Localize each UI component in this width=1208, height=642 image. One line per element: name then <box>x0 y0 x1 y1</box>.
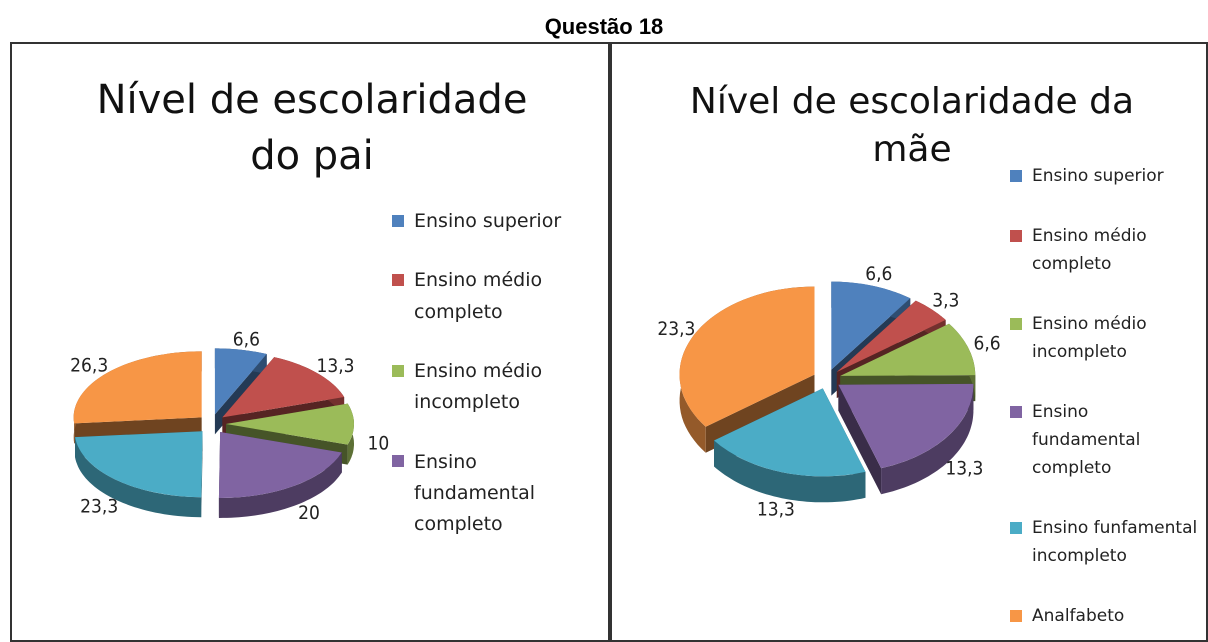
legend: Ensino superior Ensino médio completo Ensi… <box>392 206 592 569</box>
slice <box>214 348 267 415</box>
legend-entry: Ensino funfamental incompleto <box>1010 514 1200 570</box>
data-label: 6,6 <box>865 263 892 285</box>
data-label: 13,3 <box>316 355 354 377</box>
legend-swatch <box>392 273 404 286</box>
legend-label: Ensino fundamental completo <box>1032 402 1141 479</box>
legend-entry: Ensino médio completo <box>392 265 592 328</box>
data-label: 3,3 <box>932 289 959 311</box>
slice <box>679 286 815 427</box>
legend-label: Ensino superior <box>414 210 562 232</box>
legend-entry: Ensino médio incompleto <box>392 356 592 419</box>
legend-label: Ensino funfamental incompleto <box>1032 518 1198 567</box>
data-label: 13,3 <box>945 457 983 479</box>
chart-title: Nível de escolaridade do pai <box>96 77 528 179</box>
legend-label: Ensino médio incompleto <box>414 360 543 414</box>
data-label: 20 <box>298 502 320 524</box>
legend-entry: Ensino fundamental completo <box>1010 398 1200 482</box>
data-label: 6,6 <box>974 333 1001 355</box>
legend-label: Ensino médio completo <box>414 269 543 323</box>
data-label: 23,3 <box>80 496 118 518</box>
slice-side <box>218 452 342 518</box>
legend-swatch <box>392 364 404 377</box>
slice <box>713 388 866 477</box>
legend-entry: Ensino médio completo <box>1010 222 1200 278</box>
legend-entry: Ensino fundamental completo <box>392 447 592 541</box>
legend-entry: Ensino médio incompleto <box>1010 310 1200 366</box>
legend-swatch <box>1010 405 1022 418</box>
chart-panel: Nível de escolaridade da mãe 6,6 3,3 6,6 13,… <box>610 42 1208 642</box>
data-label: 26,3 <box>70 355 108 377</box>
slice <box>218 431 342 498</box>
legend-swatch <box>1010 610 1022 623</box>
legend-entry: Ensino superior <box>1010 162 1200 190</box>
slice <box>225 403 354 445</box>
slice-side <box>201 431 203 518</box>
slice-side <box>714 440 866 503</box>
data-label: 23,3 <box>657 318 695 340</box>
legend-label: Ensino médio completo <box>1032 226 1147 275</box>
pie-chart: 6,6 3,3 6,6 13,3 13,3 23,3 <box>657 263 1001 521</box>
chart-panel: Nível de escolaridade do pai 6,6 13,3 10 20 2… <box>10 42 610 642</box>
legend-label: Analfabeto <box>1032 606 1125 627</box>
slice <box>73 351 202 424</box>
pie-chart: 6,6 13,3 10 20 23,3 26,3 <box>70 329 390 525</box>
data-label: 6,6 <box>233 329 260 351</box>
slice-side <box>75 437 202 518</box>
slice-side <box>838 384 882 495</box>
legend-entry: Analfabeto <box>1010 602 1200 630</box>
slice <box>836 300 946 373</box>
legend-swatch <box>392 455 404 468</box>
legend-entry: Ensino superior <box>392 206 592 237</box>
legend-swatch <box>1010 169 1022 182</box>
page-title: Questão 18 <box>544 14 664 39</box>
slice <box>840 323 976 376</box>
slice <box>831 281 911 370</box>
slice <box>75 431 203 498</box>
slice <box>838 383 974 469</box>
legend-swatch <box>1010 522 1022 535</box>
legend-swatch <box>1010 229 1022 242</box>
legend-label: Ensino médio incompleto <box>1032 314 1147 363</box>
legend-swatch <box>1010 317 1022 330</box>
slice-side <box>881 383 974 495</box>
legend-label: Ensino superior <box>1032 166 1164 186</box>
data-label: 13,3 <box>757 498 795 520</box>
slice <box>222 357 345 418</box>
legend-label: Ensino fundamental completo <box>414 450 536 536</box>
legend-swatch <box>392 214 404 227</box>
data-label: 10 <box>368 433 390 455</box>
legend: Ensino superior Ensino médio completo Ensi… <box>1010 162 1200 640</box>
chart-title: Nível de escolaridade da mãe <box>689 81 1135 170</box>
